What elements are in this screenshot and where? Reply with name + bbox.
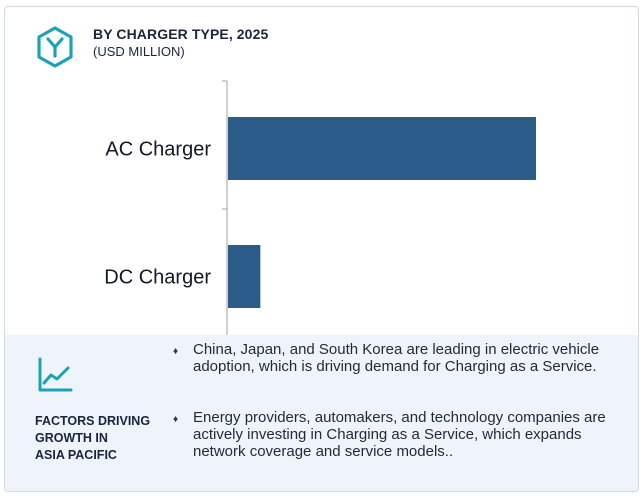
hexagon-y-icon [37,26,73,68]
chart-subtitle: (USD MILLION) [93,44,185,59]
bar-dc-charger [228,245,261,308]
bar-ac-charger [228,117,536,180]
bar-chart: AC Charger DC Charger [5,73,638,343]
diamond-bullet-icon: ♦ [173,414,179,425]
factors-title-line: FACTORS DRIVING [35,414,151,428]
chart-title: BY CHARGER TYPE, 2025 [93,26,269,42]
factor-text: China, Japan, and South Korea are leadin… [193,341,600,375]
trend-line-icon [38,357,73,392]
chart-header: BY CHARGER TYPE, 2025 (USD MILLION) [5,7,638,77]
factors-title-line: GROWTH IN [35,431,108,445]
factor-text: Energy providers, automakers, and techno… [193,409,606,460]
factors-title: FACTORS DRIVING GROWTH IN ASIA PACIFIC [35,413,175,464]
chart-card: BY CHARGER TYPE, 2025 (USD MILLION) AC C… [4,6,639,492]
diamond-bullet-icon: ♦ [173,346,179,357]
category-label: DC Charger [104,267,211,289]
factors-title-line: ASIA PACIFIC [35,448,117,462]
factors-panel: FACTORS DRIVING GROWTH IN ASIA PACIFIC ♦… [5,335,638,491]
category-label: AC Charger [105,139,211,161]
bar-chart-svg: AC Charger DC Charger [104,80,536,341]
